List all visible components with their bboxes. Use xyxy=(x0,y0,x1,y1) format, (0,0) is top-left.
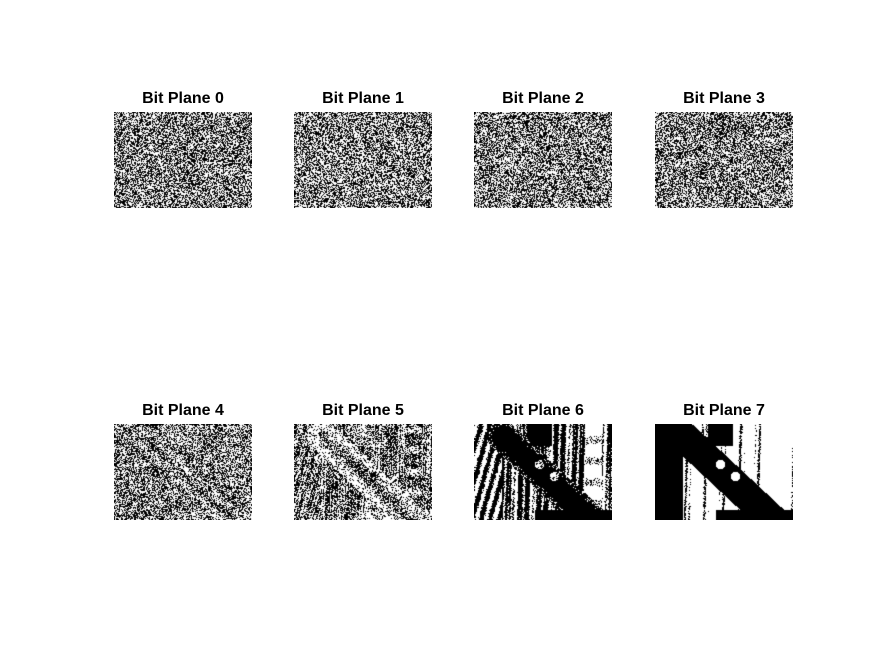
bit-plane-image xyxy=(294,112,432,208)
subplot-title: Bit Plane 3 xyxy=(683,90,765,107)
subplot-title: Bit Plane 7 xyxy=(683,402,765,419)
bit-plane-image xyxy=(474,424,612,520)
subplot-title: Bit Plane 1 xyxy=(322,90,404,107)
subplot-title: Bit Plane 2 xyxy=(502,90,584,107)
bit-plane-image xyxy=(114,112,252,208)
subplot-title: Bit Plane 6 xyxy=(502,402,584,419)
subplot-title: Bit Plane 4 xyxy=(142,402,224,419)
bit-plane-image xyxy=(474,112,612,208)
bit-plane-image xyxy=(655,424,793,520)
bit-plane-image xyxy=(294,424,432,520)
subplot-title: Bit Plane 0 xyxy=(142,90,224,107)
bit-plane-image xyxy=(114,424,252,520)
subplot-title: Bit Plane 5 xyxy=(322,402,404,419)
bit-plane-image xyxy=(655,112,793,208)
